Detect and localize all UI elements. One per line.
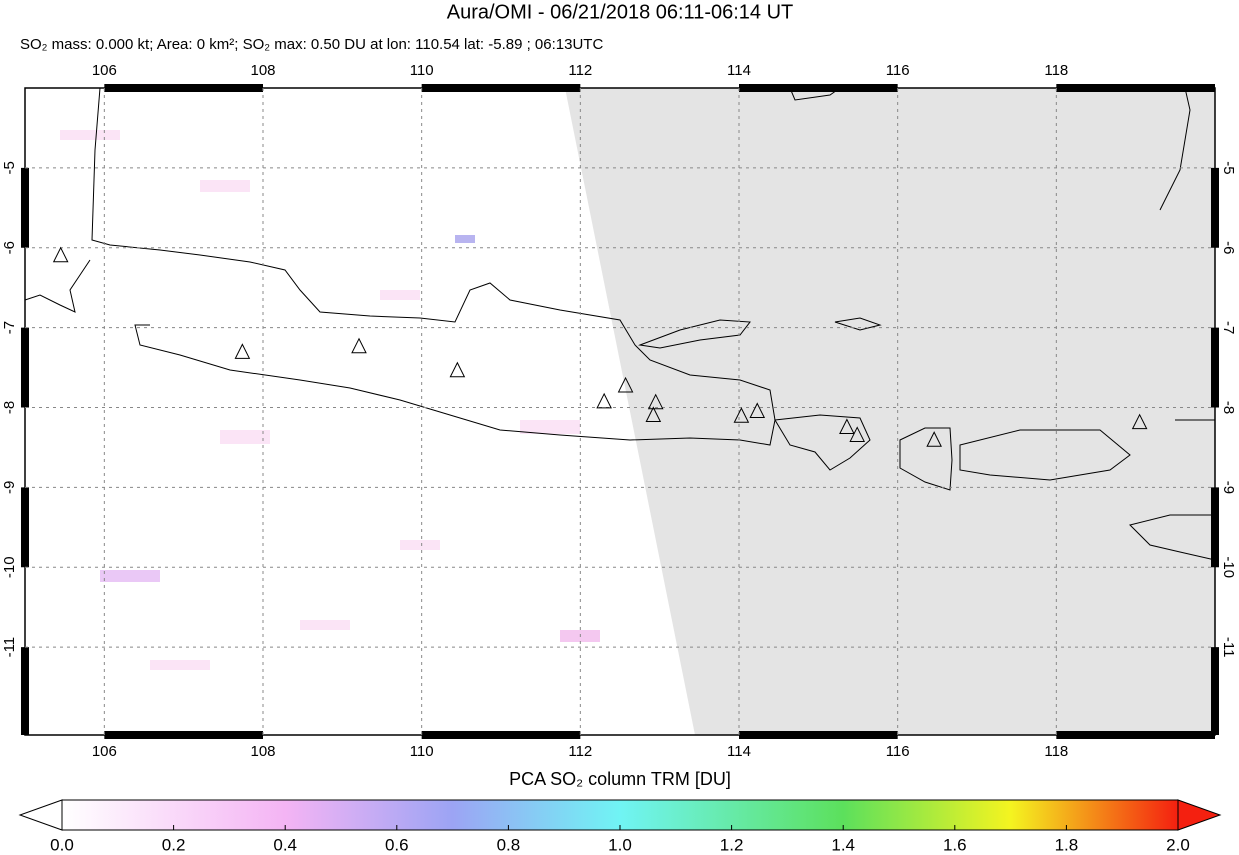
lon-tick-label: 112: [568, 743, 592, 760]
lat-tick-label: -8: [1220, 401, 1237, 414]
lat-tick-label: -11: [1, 637, 18, 658]
retrieval-pixels: [60, 130, 600, 670]
volcano-marker: [351, 337, 367, 354]
colorbar-tick-label: 1.2: [720, 835, 744, 854]
lat-tick-label: -10: [1220, 556, 1237, 578]
lon-tick-label: 108: [250, 62, 275, 79]
frame-bar: [1056, 84, 1215, 92]
volcano-marker: [839, 418, 855, 434]
frame-bar: [739, 84, 898, 92]
volcano-marker: [733, 407, 750, 423]
volcano-marker: [1131, 413, 1148, 430]
lon-tick-label: 118: [1044, 62, 1068, 79]
colorbar-under-arrow: [18, 799, 63, 831]
coastlines: [24, 87, 1216, 561]
colorbar-tick-label: 0.4: [273, 835, 297, 854]
colorbar-tick-label: 1.8: [1055, 835, 1079, 854]
lat-tick-label: -8: [1, 401, 18, 414]
lon-tick-label: 110: [410, 743, 434, 760]
frame-bar: [21, 327, 29, 408]
frame-bar: [739, 731, 898, 739]
lat-tick-label: -6: [1220, 241, 1237, 254]
colorbar-tick-label: 2.0: [1166, 835, 1190, 854]
lon-tick-label: 106: [92, 743, 117, 760]
lat-tick-label: -7: [1, 321, 18, 334]
colorbar-tick-label: 0.6: [385, 835, 409, 854]
title: Aura/OMI - 06/21/2018 06:11-06:14 UT: [447, 1, 794, 23]
frame-bar: [421, 731, 581, 739]
lon-tick-label: 106: [92, 62, 117, 79]
frame-bar: [21, 167, 29, 248]
lon-tick-label: 116: [886, 62, 910, 79]
lon-tick-label: 118: [1044, 743, 1068, 760]
frame-bar: [1056, 731, 1215, 739]
lat-tick-label: -10: [1, 556, 18, 578]
frame-bar: [1211, 167, 1219, 248]
volcano-marker: [234, 343, 251, 359]
colorbar-tick-label: 1.6: [943, 835, 967, 854]
colorbar-label: PCA SO₂ column TRM [DU]: [509, 769, 731, 789]
frame-bar: [1211, 327, 1219, 408]
frame-bar: [104, 84, 263, 92]
volcano-marker: [617, 376, 634, 393]
volcano-marker: [849, 426, 866, 442]
volcano-marker: [449, 361, 466, 378]
frame-bar: [1211, 487, 1219, 568]
volcano-marker: [596, 392, 612, 409]
lon-tick-label: 110: [410, 62, 434, 79]
colorbar-tick-label: 0.8: [497, 835, 521, 854]
lat-tick-label: -11: [1220, 637, 1237, 658]
no-data-region: [565, 88, 1215, 735]
lat-tick-label: -9: [1220, 481, 1237, 494]
frame-bar: [1211, 647, 1219, 735]
colorbar-over-arrow: [1177, 799, 1222, 831]
lon-tick-label: 114: [727, 62, 751, 79]
frame-bar: [104, 731, 263, 739]
volcano-marker: [52, 246, 69, 263]
lat-tick-label: -9: [1, 481, 18, 494]
lon-tick-label: 116: [886, 743, 910, 760]
colorbar-tick-label: 1.0: [608, 835, 632, 854]
lat-tick-label: -5: [1, 161, 18, 174]
colorbar-tick-label: 0.0: [50, 835, 74, 854]
colorbar-tick-label: 1.4: [831, 835, 855, 854]
volcano-marker: [926, 431, 942, 447]
colorbar-tick-label: 0.2: [162, 835, 186, 854]
volcano-marker: [749, 402, 766, 418]
volcano-marker: [647, 393, 664, 410]
frame-bar: [421, 84, 581, 92]
lat-tick-label: -5: [1220, 161, 1237, 174]
lat-tick-label: -6: [1, 241, 18, 254]
frame-bar: [21, 647, 29, 735]
map-frame: [24, 87, 1216, 736]
lon-tick-label: 114: [727, 743, 751, 760]
frame-bar: [21, 487, 29, 568]
volcano-marker: [645, 406, 662, 422]
lon-tick-label: 108: [250, 743, 275, 760]
lon-tick-label: 112: [568, 62, 592, 79]
lat-tick-label: -7: [1220, 321, 1237, 334]
subtitle: SO₂ mass: 0.000 kt; Area: 0 km²; SO₂ max…: [20, 36, 603, 53]
